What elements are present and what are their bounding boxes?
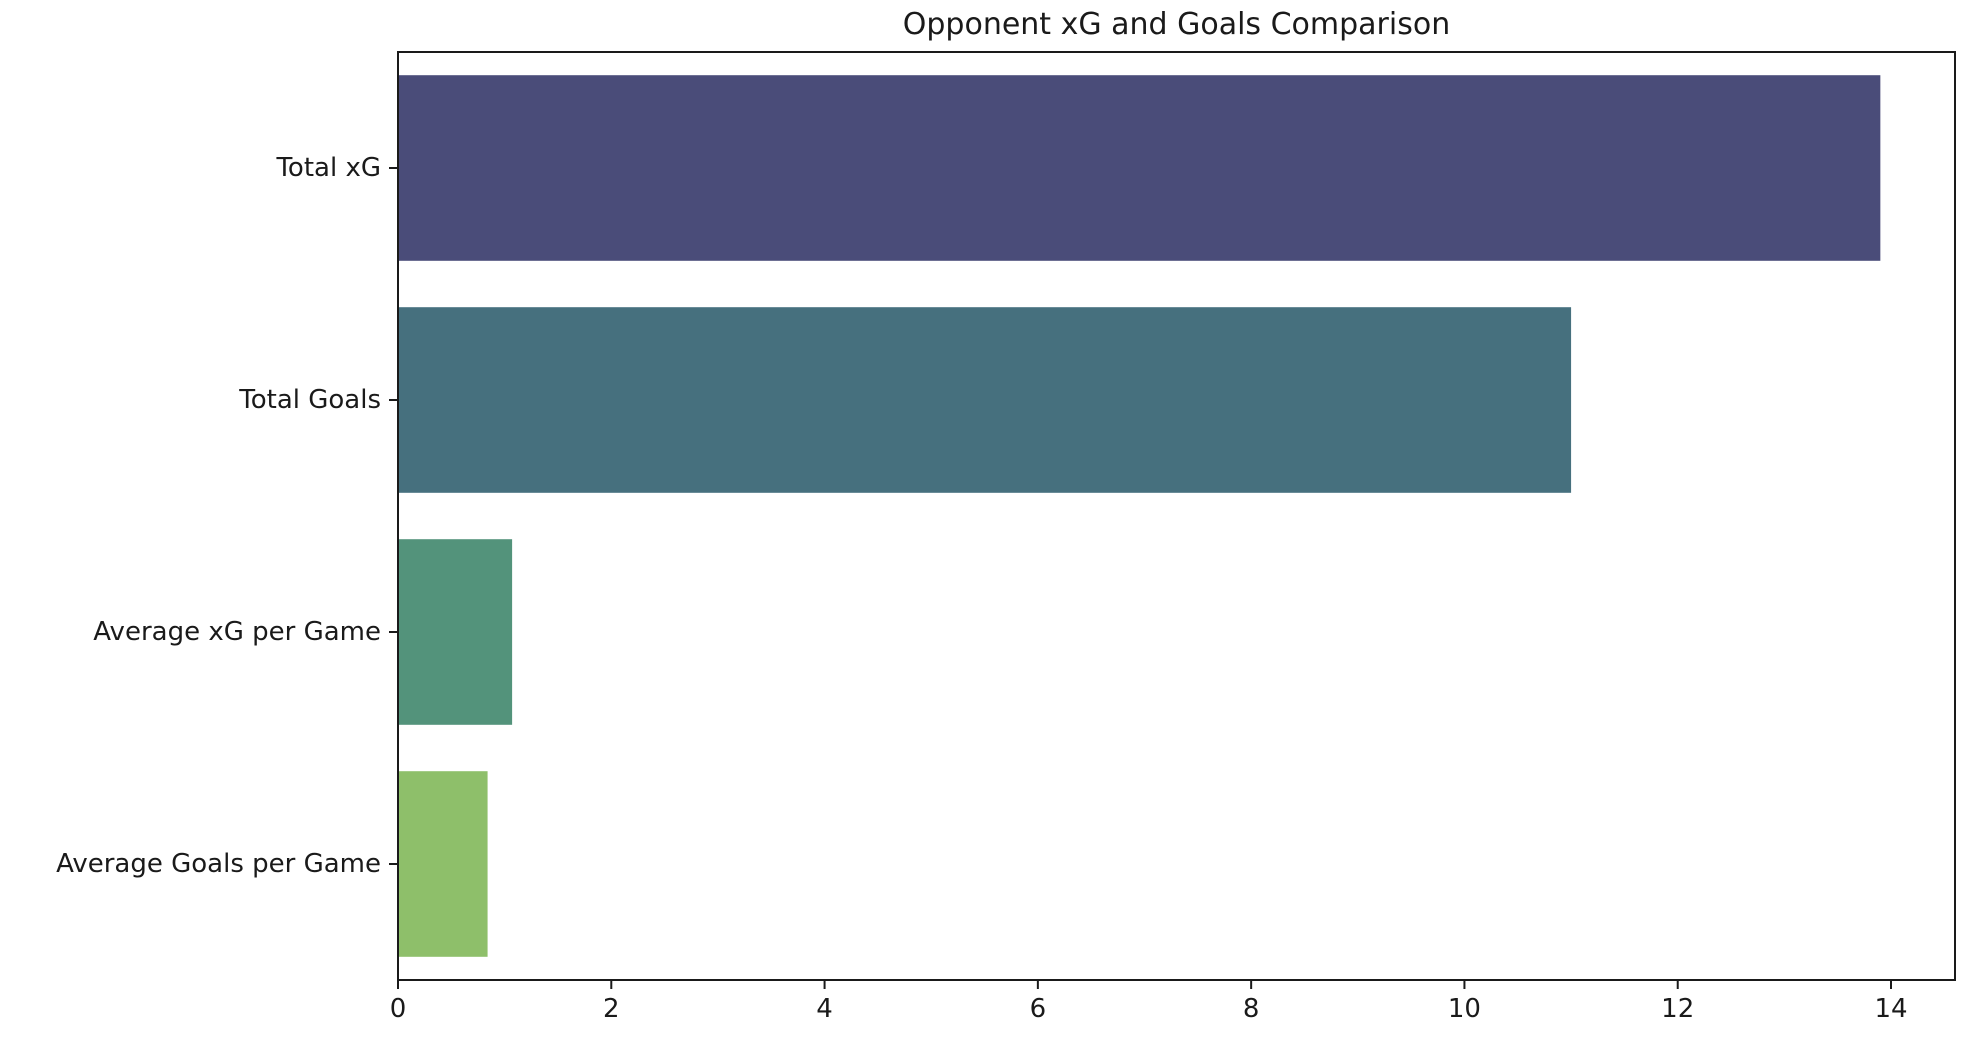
- x-tick-label: 2: [603, 994, 620, 1024]
- y-tick-label: Total xG: [275, 153, 381, 183]
- bar-average-goals-per-game: [398, 771, 488, 957]
- bar-total-xg: [398, 75, 1881, 261]
- bars-layer: [398, 75, 1881, 957]
- x-tick-label: 14: [1874, 994, 1907, 1024]
- y-axis: Total xG Total Goals Average xG per Game Av…: [56, 153, 398, 879]
- x-tick-label: 12: [1661, 994, 1694, 1024]
- bar-total-goals: [398, 307, 1572, 493]
- bar-average-xg-per-game: [398, 539, 513, 725]
- y-tick-label: Average Goals per Game: [56, 849, 381, 879]
- x-tick-label: 4: [816, 994, 833, 1024]
- x-tick-label: 10: [1448, 994, 1481, 1024]
- x-tick-label: 6: [1030, 994, 1047, 1024]
- y-tick-label: Average xG per Game: [93, 617, 381, 647]
- plot-frame: [397, 51, 1956, 981]
- x-axis: 0 2 4 6 8 10 12 14: [390, 980, 1908, 1024]
- x-tick-label: 8: [1243, 994, 1260, 1024]
- y-tick-label: Total Goals: [238, 385, 381, 415]
- x-tick-label: 0: [390, 994, 407, 1024]
- chart-title: Opponent xG and Goals Comparison: [903, 7, 1450, 42]
